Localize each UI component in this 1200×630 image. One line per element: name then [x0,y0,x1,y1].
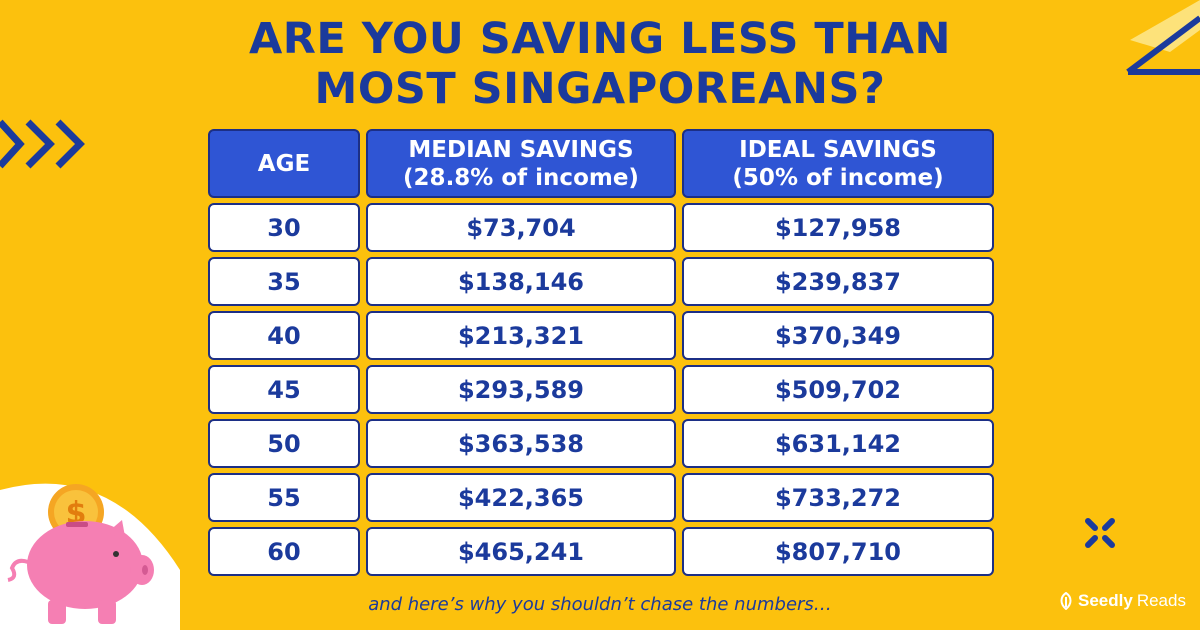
ideal-savings-cell: $509,702 [682,365,994,414]
age-cell: 30 [208,203,360,252]
seedly-leaf-icon [1060,592,1072,610]
median-savings-cell: $293,589 [366,365,676,414]
header-age: AGE [208,129,360,198]
table-header-row: AGE MEDIAN SAVINGS (28.8% of income) IDE… [208,129,994,198]
ideal-savings-cell: $127,958 [682,203,994,252]
savings-table: AGE MEDIAN SAVINGS (28.8% of income) IDE… [208,129,994,581]
median-savings-cell: $73,704 [366,203,676,252]
brand-name: Seedly [1078,591,1133,610]
table-row: 60 $465,241 $807,710 [208,527,994,576]
ideal-savings-cell: $370,349 [682,311,994,360]
ideal-savings-cell: $631,142 [682,419,994,468]
age-cell: 35 [208,257,360,306]
header-median-savings: MEDIAN SAVINGS (28.8% of income) [366,129,676,198]
cross-decoration-icon [1085,518,1115,548]
age-cell: 45 [208,365,360,414]
title-line-1: ARE YOU SAVING LESS THAN [249,14,951,64]
title-line-2: MOST SINGAPOREANS? [314,64,886,114]
median-savings-cell: $465,241 [366,527,676,576]
age-cell: 60 [208,527,360,576]
median-savings-cell: $138,146 [366,257,676,306]
header-sublabel: (50% of income) [732,164,944,191]
piggy-bank-icon: $ [0,483,180,630]
median-savings-cell: $363,538 [366,419,676,468]
median-savings-cell: $213,321 [366,311,676,360]
median-savings-cell: $422,365 [366,473,676,522]
header-label: MEDIAN SAVINGS [408,136,634,163]
age-cell: 50 [208,419,360,468]
age-cell: 55 [208,473,360,522]
footer-tagline: and here’s why you shouldn’t chase the n… [368,594,832,615]
ideal-savings-cell: $733,272 [682,473,994,522]
header-ideal-savings: IDEAL SAVINGS (50% of income) [682,129,994,198]
age-cell: 40 [208,311,360,360]
table-row: 30 $73,704 $127,958 [208,203,994,252]
header-sublabel: (28.8% of income) [403,164,639,191]
brand-logo[interactable]: Seedly Reads [1058,591,1186,611]
chevrons-icon [0,119,85,169]
page-title: ARE YOU SAVING LESS THAN MOST SINGAPOREA… [0,14,1200,114]
triangle-decoration-icon [1126,0,1200,75]
ideal-savings-cell: $807,710 [682,527,994,576]
header-label: AGE [257,150,311,177]
brand-name-suffix: Reads [1136,591,1186,610]
header-label: IDEAL SAVINGS [739,136,937,163]
table-row: 45 $293,589 $509,702 [208,365,994,414]
table-row: 40 $213,321 $370,349 [208,311,994,360]
table-row: 35 $138,146 $239,837 [208,257,994,306]
ideal-savings-cell: $239,837 [682,257,994,306]
table-row: 50 $363,538 $631,142 [208,419,994,468]
table-row: 55 $422,365 $733,272 [208,473,994,522]
